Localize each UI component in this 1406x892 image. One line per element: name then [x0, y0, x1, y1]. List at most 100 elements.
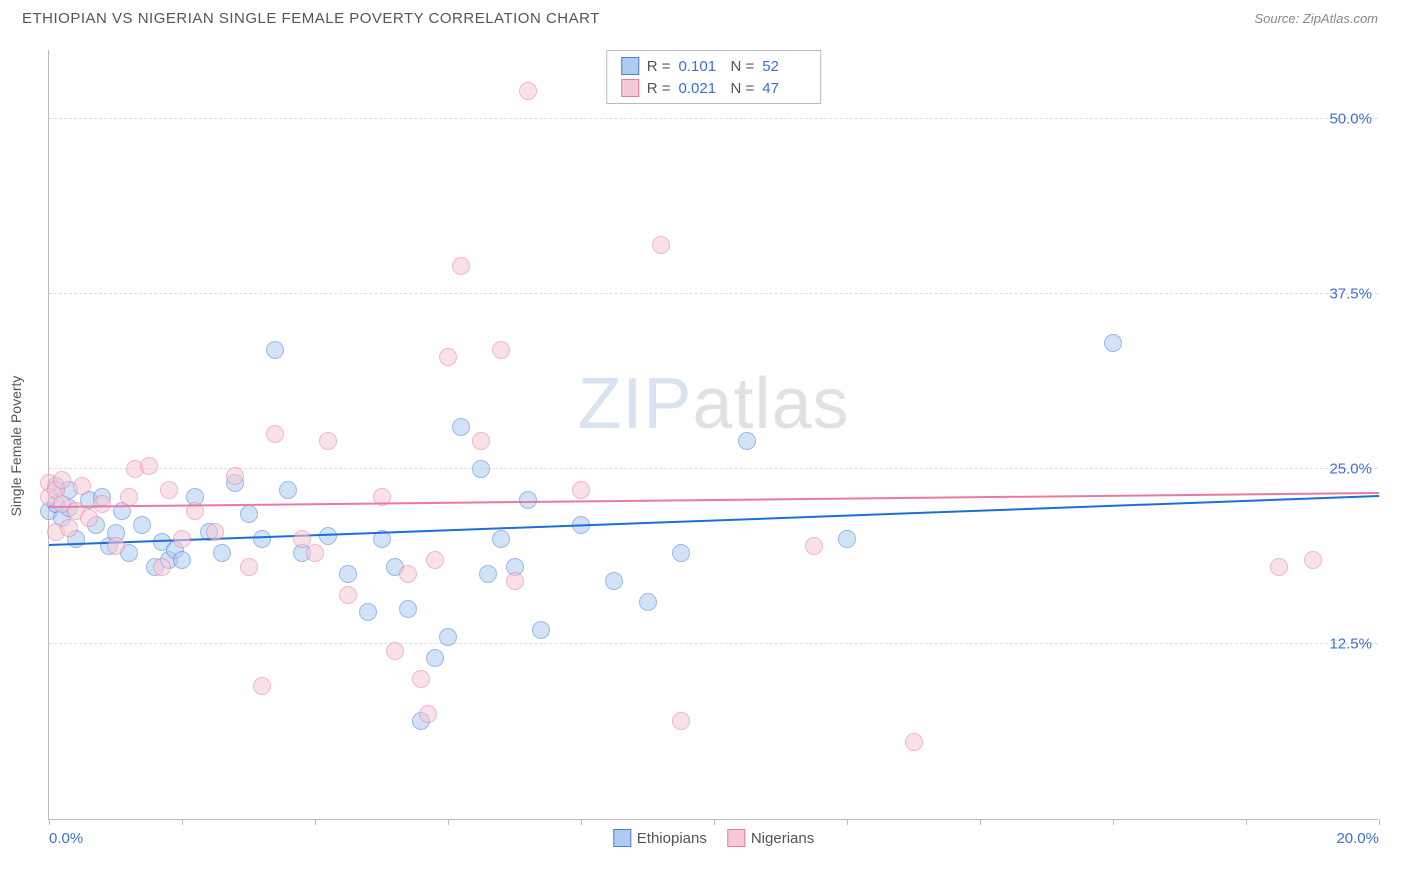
legend-label: Ethiopians: [637, 830, 707, 847]
data-point: [153, 558, 171, 576]
x-tick-label: 20.0%: [1336, 830, 1379, 847]
data-point: [532, 621, 550, 639]
data-point: [133, 516, 151, 534]
data-point: [266, 425, 284, 443]
data-point: [93, 495, 111, 513]
data-point: [452, 257, 470, 275]
y-tick-label: 37.5%: [1329, 286, 1372, 303]
n-label: N =: [731, 58, 755, 75]
swatch-nigerians: [621, 79, 639, 97]
data-point: [572, 481, 590, 499]
data-point: [492, 530, 510, 548]
x-tick: [448, 819, 449, 825]
x-tick: [1379, 819, 1380, 825]
data-point: [439, 628, 457, 646]
data-point: [279, 481, 297, 499]
x-tick: [714, 819, 715, 825]
correlation-stats-box: R = 0.101 N = 52 R = 0.021 N = 47: [606, 50, 822, 104]
data-point: [240, 558, 258, 576]
gridline: [49, 643, 1378, 644]
x-tick: [1113, 819, 1114, 825]
data-point: [652, 236, 670, 254]
watermark-zip: ZIP: [577, 364, 692, 444]
data-point: [1270, 558, 1288, 576]
y-axis-label: Single Female Poverty: [8, 376, 24, 517]
gridline: [49, 468, 1378, 469]
data-point: [838, 530, 856, 548]
series-legend: Ethiopians Nigerians: [613, 829, 814, 847]
data-point: [426, 551, 444, 569]
data-point: [140, 457, 158, 475]
data-point: [572, 516, 590, 534]
data-point: [412, 670, 430, 688]
legend-item-nigerians: Nigerians: [727, 829, 814, 847]
data-point: [399, 600, 417, 618]
legend-label: Nigerians: [751, 830, 814, 847]
x-tick: [49, 819, 50, 825]
data-point: [479, 565, 497, 583]
stats-row-nigerians: R = 0.021 N = 47: [621, 77, 807, 99]
data-point: [519, 82, 537, 100]
data-point: [472, 460, 490, 478]
r-value-ethiopians: 0.101: [679, 58, 723, 75]
data-point: [173, 530, 191, 548]
chart-header: ETHIOPIAN VS NIGERIAN SINGLE FEMALE POVE…: [0, 0, 1406, 33]
gridline: [49, 293, 1378, 294]
n-value-ethiopians: 52: [762, 58, 806, 75]
x-tick-label: 0.0%: [49, 830, 83, 847]
data-point: [426, 649, 444, 667]
data-point: [339, 565, 357, 583]
data-point: [60, 519, 78, 537]
x-tick: [980, 819, 981, 825]
data-point: [73, 477, 91, 495]
data-point: [373, 530, 391, 548]
data-point: [226, 467, 244, 485]
watermark-atlas: atlas: [692, 364, 849, 444]
data-point: [605, 572, 623, 590]
data-point: [319, 432, 337, 450]
data-point: [213, 544, 231, 562]
data-point: [672, 544, 690, 562]
data-point: [240, 505, 258, 523]
data-point: [905, 733, 923, 751]
data-point: [519, 491, 537, 509]
data-point: [253, 530, 271, 548]
data-point: [173, 551, 191, 569]
data-point: [120, 488, 138, 506]
data-point: [472, 432, 490, 450]
data-point: [738, 432, 756, 450]
gridline: [49, 118, 1378, 119]
data-point: [206, 523, 224, 541]
data-point: [1304, 551, 1322, 569]
data-point: [306, 544, 324, 562]
data-point: [339, 586, 357, 604]
x-tick: [315, 819, 316, 825]
data-point: [492, 341, 510, 359]
x-tick: [182, 819, 183, 825]
r-label: R =: [647, 80, 671, 97]
data-point: [359, 603, 377, 621]
r-value-nigerians: 0.021: [679, 80, 723, 97]
stats-row-ethiopians: R = 0.101 N = 52: [621, 55, 807, 77]
data-point: [672, 712, 690, 730]
data-point: [160, 481, 178, 499]
scatter-chart: ZIPatlas R = 0.101 N = 52 R = 0.021 N = …: [48, 50, 1378, 820]
source-attribution: Source: ZipAtlas.com: [1254, 11, 1378, 26]
y-tick-label: 12.5%: [1329, 636, 1372, 653]
data-point: [639, 593, 657, 611]
watermark: ZIPatlas: [577, 363, 849, 445]
data-point: [386, 642, 404, 660]
x-tick: [847, 819, 848, 825]
n-value-nigerians: 47: [762, 80, 806, 97]
data-point: [506, 572, 524, 590]
data-point: [253, 677, 271, 695]
r-label: R =: [647, 58, 671, 75]
x-tick: [1246, 819, 1247, 825]
data-point: [419, 705, 437, 723]
data-point: [53, 471, 71, 489]
swatch-ethiopians: [621, 57, 639, 75]
data-point: [439, 348, 457, 366]
chart-title: ETHIOPIAN VS NIGERIAN SINGLE FEMALE POVE…: [22, 10, 600, 27]
data-point: [319, 527, 337, 545]
data-point: [107, 537, 125, 555]
